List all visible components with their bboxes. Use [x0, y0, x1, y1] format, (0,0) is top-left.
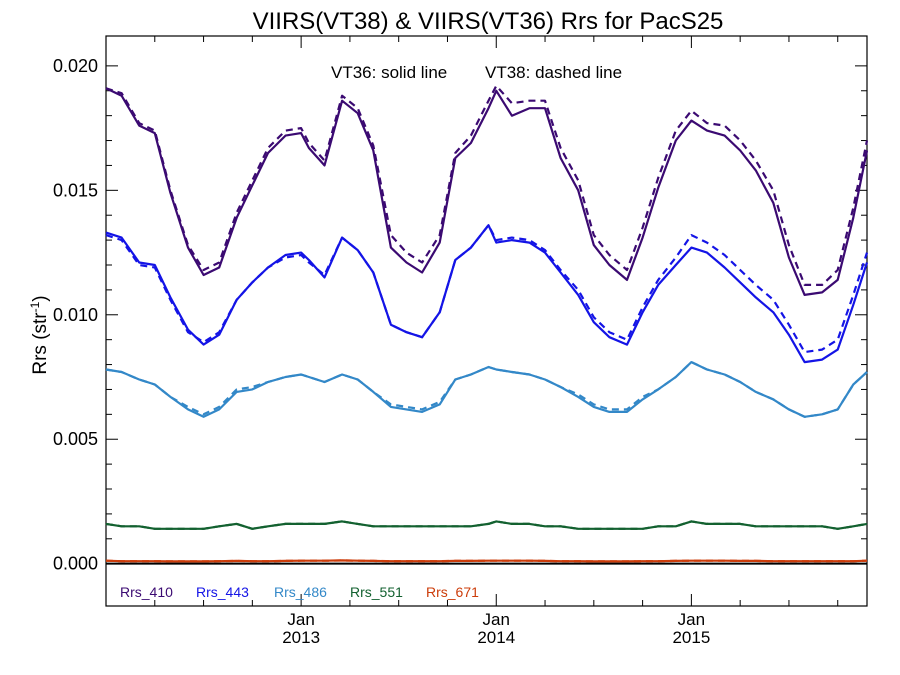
annotation-solid-line: VT36: solid line — [331, 63, 447, 82]
rrs-410-vt36-solid-line — [105, 87, 869, 296]
y-tick-label: 0.020 — [53, 56, 98, 76]
rrs-486-vt36-solid-line — [105, 361, 868, 418]
y-tick-label: 0.000 — [53, 554, 98, 574]
x-tick-year-label: 2015 — [672, 628, 710, 647]
y-tick-label: 0.015 — [53, 180, 98, 200]
y-axis-label-superscript: -1 — [28, 301, 42, 312]
y-axis-ticks: 0.000 0.005 0.010 0.015 0.020 — [53, 56, 867, 574]
y-axis-label: Rrs (str-1) — [28, 295, 51, 374]
x-tick-month-label: Jan — [678, 610, 705, 629]
x-tick-month-label: Jan — [483, 610, 510, 629]
plot-frame — [105, 35, 868, 607]
x-tick-month-label: Jan — [287, 610, 314, 629]
legend-entry-rrs-486: Rrs_486 — [274, 584, 327, 600]
legend-entry-rrs-410: Rrs_410 — [120, 584, 173, 600]
y-axis-label-close: ) — [30, 295, 51, 301]
annotation-dashed-line: VT38: dashed line — [485, 63, 622, 82]
y-tick-label: 0.005 — [53, 429, 98, 449]
series-lines — [105, 84, 869, 563]
rrs-443-vt36-solid-line — [105, 224, 869, 364]
rrs-410-vt38-dashed-line — [105, 84, 869, 286]
legend-entry-rrs-443: Rrs_443 — [196, 584, 249, 600]
plot-area — [105, 35, 868, 607]
rrs-551-vt36-solid-line — [105, 520, 868, 530]
legend: Rrs_410 Rrs_443 Rrs_486 Rrs_551 Rrs_671 — [120, 584, 479, 600]
y-tick-label: 0.010 — [53, 305, 98, 325]
y-axis-label-main: Rrs (str — [30, 312, 51, 375]
x-tick-year-label: 2013 — [282, 628, 320, 647]
legend-entry-rrs-671: Rrs_671 — [426, 584, 479, 600]
legend-entry-rrs-551: Rrs_551 — [350, 584, 403, 600]
rrs-671-vt36-solid-line — [105, 559, 868, 563]
chart-title: VIIRS(VT38) & VIIRS(VT36) Rrs for PacS25 — [253, 8, 724, 35]
x-tick-year-label: 2014 — [477, 628, 515, 647]
